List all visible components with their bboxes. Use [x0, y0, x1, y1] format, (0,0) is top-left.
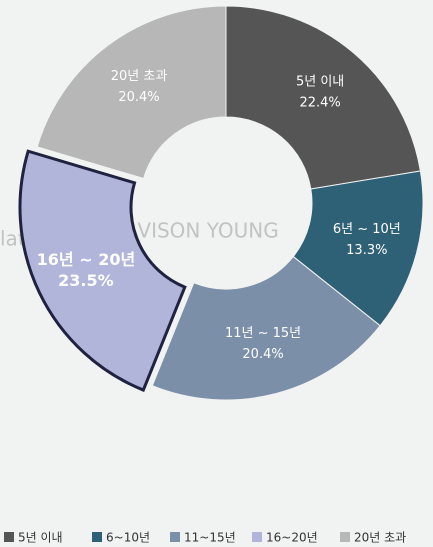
segment-label: 6년 ~ 10년 [333, 222, 401, 237]
donut-segment [151, 255, 381, 401]
donut-segment [36, 5, 227, 180]
legend-swatch [4, 532, 14, 542]
segment-label: 11년 ~ 15년 [225, 326, 301, 341]
legend-swatch [252, 532, 262, 542]
legend-swatch [340, 532, 350, 542]
legend-label: 16~20년 [266, 531, 318, 545]
value-label: 23.5% [58, 271, 114, 290]
donut-segment [292, 170, 424, 327]
segment-label: 16년 ~ 20년 [37, 250, 136, 269]
value-label: 13.3% [346, 243, 387, 258]
donut-segment [18, 149, 187, 393]
legend-swatch [170, 532, 180, 542]
legend-label: 5년 이내 [18, 531, 63, 545]
donut-segment [225, 5, 421, 190]
legend-label: 6~10년 [106, 531, 150, 545]
legend-label: 20년 초과 [354, 531, 406, 545]
legend-label: 11~15년 [184, 531, 236, 545]
value-label: 20.4% [242, 347, 283, 362]
legend-swatch [92, 532, 102, 542]
segment-label: 20년 초과 [111, 69, 168, 84]
segment-label: 5년 이내 [296, 75, 344, 90]
value-label: 22.4% [299, 96, 340, 111]
watermark: AVISON YOUNG [125, 219, 279, 243]
value-label: 20.4% [118, 90, 159, 105]
